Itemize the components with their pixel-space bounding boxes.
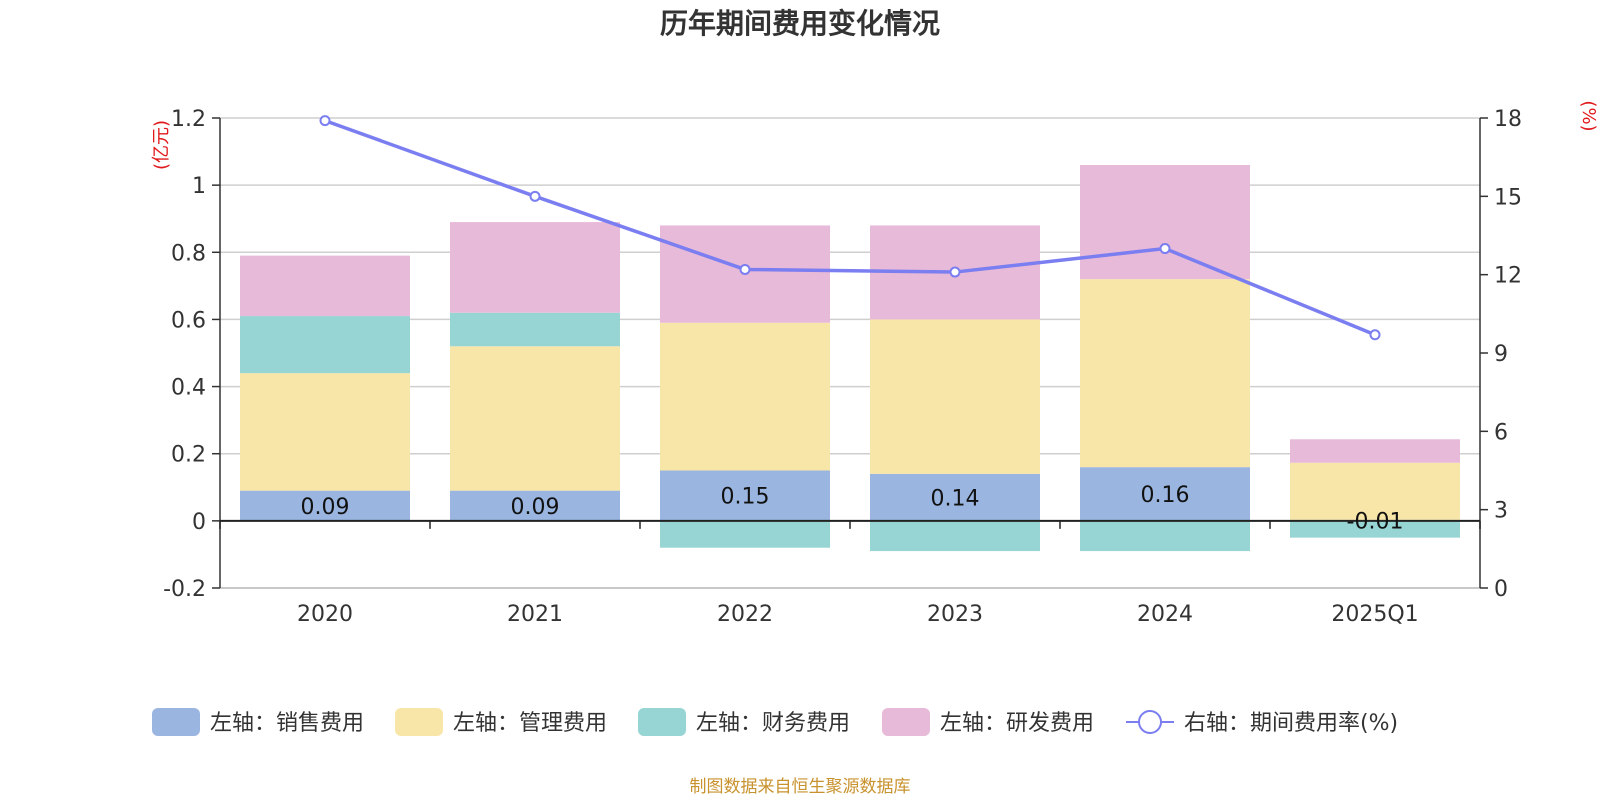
- legend-label: 左轴：财务费用: [696, 711, 850, 736]
- left-tick-label: 1.2: [171, 107, 206, 132]
- bar-segment: [1080, 279, 1250, 468]
- bar-segment: [660, 520, 830, 548]
- chart-title: 历年期间费用变化情况: [660, 7, 940, 40]
- bars: [240, 165, 1460, 552]
- rate-line-path: [324, 118, 1376, 337]
- bar-segment: [240, 316, 410, 374]
- bar-value-label: 0.14: [931, 486, 980, 511]
- rate-line-point: [1369, 329, 1381, 341]
- bar-segment: [450, 490, 620, 521]
- legend: 左轴：销售费用 左轴：管理费用 左轴：财务费用 左轴：研发费用 右轴：期间费用率(%): [152, 708, 1398, 736]
- bar-segment: [870, 473, 1040, 521]
- rate-line-point: [529, 190, 541, 202]
- rate-line-point: [739, 263, 751, 275]
- right-tick-label: 12: [1494, 264, 1522, 289]
- bar-segment: [450, 346, 620, 491]
- bar-segment: [1290, 462, 1460, 520]
- right-tick-label: 9: [1494, 342, 1508, 367]
- legend-label: 左轴：管理费用: [453, 711, 607, 736]
- category-label: 2024: [1137, 602, 1193, 627]
- bar-segment: [450, 312, 620, 347]
- rate-line-point: [949, 266, 961, 278]
- category-label: 2025Q1: [1331, 602, 1418, 627]
- left-axis-unit: (亿元): [151, 120, 172, 170]
- bar-value-label: 0.09: [511, 495, 560, 520]
- right-tick-label: 18: [1494, 107, 1522, 132]
- bar-labels: 0.09 0.09 0.15 0.14 0.16 -0.01: [301, 483, 1404, 534]
- axes: -0.2 0 0.2 0.4 0.6 0.8 1 1.2 0 3 6 9 12 15 18 2020 2021 2…: [163, 107, 1522, 627]
- left-tick-label: 0: [192, 510, 206, 535]
- bar-segment: [240, 255, 410, 317]
- bar-value-label: -0.01: [1347, 509, 1404, 534]
- bar-segment: [240, 490, 410, 521]
- legend-marker: [1138, 710, 1162, 734]
- left-tick-label: 0.2: [171, 443, 206, 468]
- legend-label: 右轴：期间费用率(%): [1184, 711, 1398, 736]
- legend-label: 左轴：研发费用: [940, 711, 1094, 736]
- bar-segment: [870, 319, 1040, 474]
- category-label: 2021: [507, 602, 563, 627]
- bar-value-label: 0.16: [1141, 483, 1190, 508]
- left-tick-label: 0.6: [171, 308, 206, 333]
- legend-swatch: [882, 708, 930, 736]
- bar-segment: [1290, 520, 1460, 538]
- category-label: 2020: [297, 602, 353, 627]
- right-axis-unit: (%): [1578, 100, 1599, 131]
- rate-line-point: [1159, 243, 1171, 255]
- grid: [220, 117, 1480, 589]
- legend-label: 左轴：销售费用: [210, 711, 364, 736]
- legend-swatch: [152, 708, 200, 736]
- right-tick-label: 15: [1494, 185, 1522, 210]
- left-tick-label: -0.2: [163, 577, 206, 602]
- source-note: 制图数据来自恒生聚源数据库: [690, 777, 911, 797]
- right-tick-label: 0: [1494, 577, 1508, 602]
- bar-segment: [1290, 439, 1460, 463]
- bar-segment: [450, 222, 620, 313]
- bar-value-label: 0.09: [301, 495, 350, 520]
- left-tick-label: 0.4: [171, 376, 206, 401]
- left-tick-label: 0.8: [171, 241, 206, 266]
- right-tick-label: 6: [1494, 420, 1508, 445]
- right-tick-label: 3: [1494, 499, 1508, 524]
- legend-swatch: [638, 708, 686, 736]
- bar-segment: [240, 373, 410, 491]
- bar-segment: [660, 322, 830, 471]
- rate-line: [319, 115, 1381, 341]
- category-label: 2023: [927, 602, 983, 627]
- left-tick-label: 1: [192, 174, 206, 199]
- bar-segment: [660, 470, 830, 521]
- bar-segment: [1080, 520, 1250, 552]
- bar-segment: [1080, 165, 1250, 280]
- category-label: 2022: [717, 602, 773, 627]
- bar-value-label: 0.15: [721, 485, 770, 510]
- rate-line-point: [319, 115, 331, 127]
- legend-swatch: [395, 708, 443, 736]
- bar-segment: [870, 520, 1040, 552]
- bar-segment: [1080, 467, 1250, 521]
